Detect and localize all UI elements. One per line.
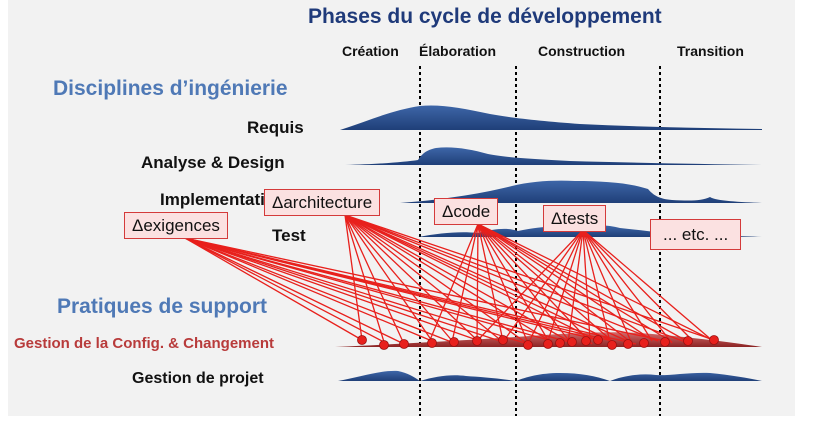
change-arrow — [477, 223, 549, 341]
change-arrow — [344, 214, 573, 344]
change-impact-dot — [660, 337, 670, 347]
change-arrow — [344, 214, 433, 342]
change-impact-dot — [683, 336, 693, 346]
discipline-requis-label: Requis — [247, 118, 304, 137]
change-arrow — [184, 237, 385, 343]
change-arrow — [477, 223, 593, 345]
support-projet-label: Gestion de projet — [132, 370, 264, 387]
change-impact-dot — [543, 339, 553, 349]
change-arrow — [476, 223, 479, 345]
engineering-section-heading: Disciplines d’ingénierie — [53, 77, 288, 100]
change-arrow — [344, 214, 597, 341]
change-arrow — [344, 214, 455, 344]
change-arrow — [344, 214, 659, 342]
delta-etc-box: ... etc. ... — [650, 219, 742, 250]
change-arrows — [184, 214, 715, 345]
change-arrow — [477, 223, 571, 343]
change-arrow — [582, 229, 673, 344]
change-arrow — [344, 214, 363, 341]
discipline-implementation-label: Implementation — [160, 190, 286, 209]
change-impact-dot — [581, 336, 591, 346]
delta-tests-box: Δtests — [543, 205, 607, 232]
change-impact-dot — [472, 336, 482, 346]
change-arrow — [344, 214, 478, 341]
analyse-design-wave — [345, 147, 762, 165]
delta-architecture-box: Δarchitecture — [264, 189, 381, 216]
support-config-label: Gestion de la Config. & Changement — [14, 335, 275, 352]
phase-construction-label: Construction — [538, 43, 626, 59]
change-impact-dots — [357, 335, 719, 350]
change-impact-dot — [523, 340, 533, 350]
change-arrow — [477, 229, 584, 341]
change-impact-dot — [379, 340, 389, 350]
change-arrow — [502, 229, 584, 343]
change-arrow — [477, 223, 633, 344]
phase-elaboration-label: Élaboration — [419, 43, 497, 59]
implementation-wave — [400, 180, 762, 203]
change-arrow — [429, 223, 479, 341]
change-impact-dot — [399, 339, 409, 349]
change-arrow — [477, 223, 653, 341]
change-impact-dot — [427, 338, 437, 348]
discipline-analyse-design-label: Analyse & Design — [141, 153, 285, 172]
change-arrow — [582, 229, 591, 341]
diagram-title: Phases du cycle de développement — [308, 5, 662, 28]
change-impact-dot — [607, 340, 617, 350]
change-arrow — [582, 229, 611, 343]
phase-creation-label: Création — [342, 43, 399, 59]
change-impact-dot — [449, 337, 459, 347]
change-arrow — [344, 214, 689, 344]
delta-code-box: Δcode — [434, 198, 499, 225]
support-section-heading: Pratiques de support — [57, 295, 268, 318]
change-arrow — [184, 237, 504, 343]
change-arrow — [451, 223, 479, 343]
delta-exigences-box: Δexigences — [124, 212, 228, 239]
change-impact-dot — [498, 335, 508, 345]
change-arrow — [582, 229, 715, 343]
change-arrow — [184, 237, 405, 345]
change-arrow — [184, 237, 455, 344]
change-arrow — [477, 223, 529, 344]
change-arrow — [547, 229, 584, 342]
change-arrow — [582, 229, 693, 341]
change-impact-dot — [567, 337, 577, 347]
change-impact-dot — [357, 335, 367, 345]
change-arrow — [344, 214, 529, 345]
change-impact-dot — [555, 338, 565, 348]
change-arrow — [184, 237, 363, 341]
projet-wave — [338, 370, 762, 381]
change-arrow — [477, 223, 504, 342]
change-arrow — [184, 237, 666, 342]
change-impact-dot — [639, 338, 649, 348]
discipline-test-label: Test — [272, 226, 306, 245]
change-arrow — [582, 229, 633, 345]
change-arrow — [184, 237, 529, 345]
change-arrow — [567, 229, 584, 344]
change-arrow — [344, 214, 405, 345]
change-arrow — [344, 214, 385, 343]
change-arrow — [184, 237, 433, 342]
requis-wave — [340, 105, 762, 130]
change-arrow — [582, 229, 653, 342]
change-impact-dot — [593, 335, 603, 345]
change-impact-dot — [709, 335, 719, 345]
change-arrow — [527, 229, 584, 345]
change-impact-dot — [623, 339, 633, 349]
change-arrow — [184, 237, 478, 341]
change-arrow — [344, 214, 551, 342]
phase-transition-label: Transition — [677, 43, 744, 59]
